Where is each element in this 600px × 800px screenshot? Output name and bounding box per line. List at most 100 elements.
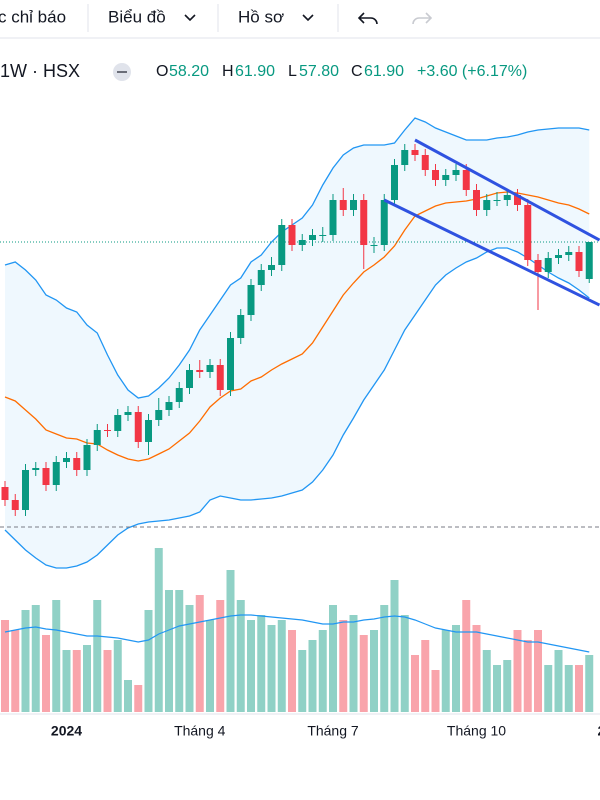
candle-body <box>391 165 398 200</box>
volume-bar <box>431 670 440 712</box>
candle-body <box>165 402 173 410</box>
chart-menu[interactable]: Biểu đồ <box>108 7 166 26</box>
candle-body <box>227 338 234 390</box>
undo-button[interactable] <box>357 12 378 25</box>
candle-body <box>124 412 132 415</box>
candle-body <box>452 170 460 175</box>
volume-bar <box>257 615 266 712</box>
volume-bar <box>52 600 61 712</box>
candle-body <box>73 458 81 470</box>
volume-bar <box>349 615 358 712</box>
candle-body <box>524 205 532 260</box>
legend: 1W · HSX O 58.20 H 61.90 L 57.80 C 61.90… <box>0 61 527 81</box>
open-value: 58.20 <box>169 63 209 80</box>
candle-body <box>155 410 163 420</box>
candle-body <box>104 430 111 431</box>
volume-bar <box>390 580 399 712</box>
volume-bar <box>534 630 542 712</box>
volume-bar <box>31 605 40 712</box>
volume-bar <box>308 640 317 712</box>
volume-bar <box>441 630 450 712</box>
candle-body <box>370 245 378 246</box>
indicators-button[interactable]: c chỉ báo <box>0 7 66 26</box>
candle-body <box>380 200 388 245</box>
volume-bar <box>83 645 91 712</box>
candle-body <box>534 260 542 272</box>
volume-bar <box>165 590 173 712</box>
candle-body <box>196 370 204 372</box>
volume-bar <box>134 685 143 712</box>
volume-bar <box>21 610 30 712</box>
volume-bar <box>154 548 163 712</box>
volume-bar <box>575 665 583 712</box>
candle-body <box>93 430 101 445</box>
volume-bar <box>103 650 112 712</box>
symbol: 1W · HSX <box>0 61 80 81</box>
volume-bar <box>493 665 501 712</box>
candle-body <box>216 365 224 390</box>
candle-body <box>585 242 593 279</box>
candle-body <box>186 370 193 388</box>
close-label: C <box>351 63 363 80</box>
candle-body <box>401 150 409 165</box>
volume-bar <box>247 620 255 712</box>
candle-body <box>22 470 29 510</box>
volume-bar <box>195 595 204 712</box>
band-edge <box>4 117 590 399</box>
profile-menu[interactable]: Hồ sơ <box>238 7 284 26</box>
candle-body <box>555 255 562 258</box>
time-label: 2024 <box>51 723 82 739</box>
candle-body <box>462 170 470 190</box>
volume-bar <box>339 620 348 712</box>
candle-body <box>309 235 316 240</box>
candle-body <box>83 445 91 470</box>
candle-body <box>544 258 552 272</box>
volume-bar <box>585 655 594 712</box>
volume-bar <box>267 625 276 712</box>
volume-bar <box>380 605 389 712</box>
candle-body <box>278 225 286 265</box>
chevron <box>184 14 196 22</box>
candle-body <box>360 200 368 245</box>
volume-bar <box>113 640 122 712</box>
volume-bar <box>411 655 419 712</box>
toolbar: c chỉ báo Biểu đồ Hồ sơ <box>0 4 600 39</box>
candle-body <box>52 462 60 485</box>
candle-body <box>339 200 347 210</box>
volume-bar <box>277 620 286 712</box>
volume-bar <box>206 620 214 712</box>
candle-body <box>134 412 142 442</box>
candle-body <box>237 315 245 338</box>
candle-body <box>63 458 70 462</box>
candle-body <box>247 285 255 315</box>
candle-body <box>421 155 429 170</box>
candle-body <box>32 468 40 470</box>
volume-bar <box>42 635 50 712</box>
high-label: H <box>222 63 234 80</box>
candle-body <box>350 200 357 210</box>
volume-bar <box>544 665 553 712</box>
candle-body <box>145 420 152 442</box>
band-fill <box>5 118 590 568</box>
volume-bar <box>124 680 132 712</box>
candle-body <box>11 500 19 510</box>
candle-body <box>1 487 9 500</box>
volume-bar <box>318 630 327 712</box>
volume-bar <box>472 625 481 712</box>
candle-body <box>42 468 50 485</box>
candle-body <box>175 388 183 402</box>
candle-body <box>319 235 327 236</box>
candle-body <box>503 195 511 200</box>
volume-bar <box>185 605 194 712</box>
volume-bar <box>554 650 563 712</box>
volume-bar <box>11 630 20 712</box>
redo-button[interactable] <box>412 12 433 25</box>
change-value: +3.60 (+6.17%) <box>417 63 527 80</box>
volume-bar <box>93 600 102 712</box>
time-label: Tháng 7 <box>307 723 359 739</box>
volume-bar <box>482 650 491 712</box>
time-label: Tháng 10 <box>447 723 506 739</box>
open-label: O <box>156 63 168 80</box>
